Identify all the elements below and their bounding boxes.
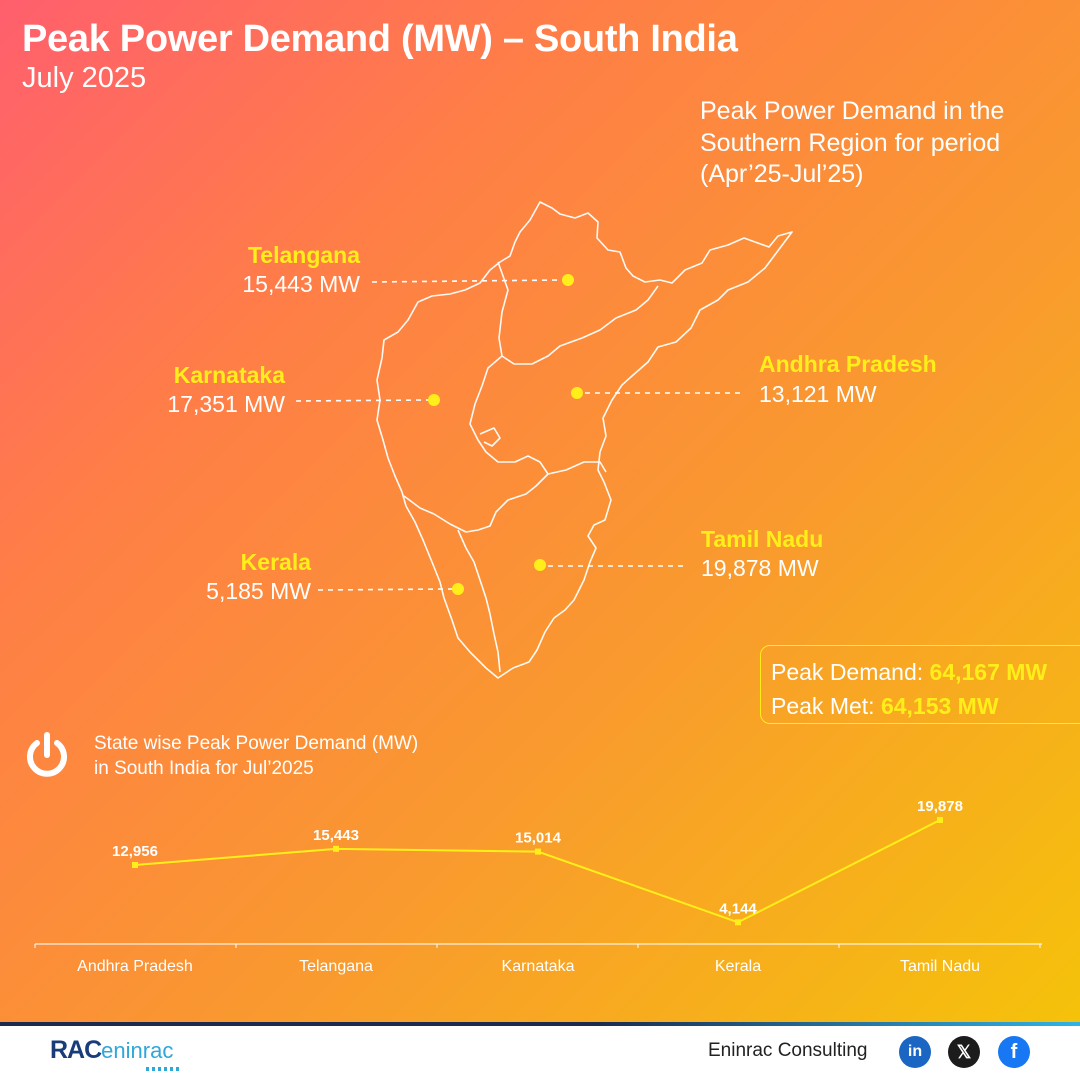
- chart-caption-line1: State wise Peak Power Demand (MW): [94, 733, 419, 754]
- marker-ap: [571, 387, 583, 399]
- marker-karnataka: [428, 394, 440, 406]
- category-label-4: Tamil Nadu: [900, 958, 980, 975]
- power-icon: [27, 732, 67, 777]
- map-border-telangana: [497, 261, 659, 365]
- leader-telangana: [371, 279, 563, 283]
- company-name: Eninrac Consulting: [708, 1040, 868, 1061]
- marker-kerala: [452, 583, 464, 595]
- leader-kerala: [317, 588, 453, 591]
- data-label-4: 19,878: [917, 798, 963, 815]
- label-telangana-name: Telangana: [247, 242, 360, 268]
- page-subtitle: July 2025: [22, 62, 147, 94]
- summary-met-label: Peak Met:: [771, 693, 875, 719]
- data-point-0: [132, 862, 138, 868]
- category-label-2: Karnataka: [502, 958, 575, 975]
- map-border-tn-ap: [547, 461, 607, 475]
- summary-box: Peak Demand: 64,167 MW Peak Met: 64,153 …: [760, 645, 1080, 724]
- summary-demand-label: Peak Demand:: [771, 659, 924, 685]
- chart-caption: State wise Peak Power Demand (MW) in Sou…: [94, 731, 418, 781]
- label-karnataka-name: Karnataka: [173, 362, 285, 388]
- page-title: Peak Power Demand (MW) – South India: [22, 18, 738, 60]
- data-label-2: 15,014: [515, 830, 562, 847]
- chart-caption-line2: in South India for Jul’2025: [94, 758, 314, 779]
- eninrac-logo: RACeninrac: [50, 1036, 174, 1064]
- category-label-1: Telangana: [299, 958, 373, 975]
- marker-tn: [534, 559, 546, 571]
- linkedin-icon[interactable]: in: [899, 1036, 931, 1068]
- leader-karnataka: [295, 399, 429, 402]
- label-tn-name: Tamil Nadu: [701, 526, 824, 552]
- map-border-karnataka-ap: [469, 355, 549, 531]
- region-note: Peak Power Demand in the Southern Region…: [700, 97, 1005, 188]
- category-label-3: Kerala: [715, 958, 761, 975]
- data-point-2: [535, 848, 541, 855]
- summary-demand-row: Peak Demand: 64,167 MW: [771, 655, 1080, 689]
- data-label-3: 4,144: [719, 900, 757, 917]
- data-point-4: [937, 817, 943, 823]
- label-tn-value: 19,878 MW: [701, 555, 819, 581]
- map-outline: [376, 201, 793, 679]
- map-border-kerala-tn: [457, 529, 501, 673]
- label-kerala-value: 5,185 MW: [206, 578, 311, 604]
- summary-met-row: Peak Met: 64,153 MW: [771, 689, 1080, 723]
- summary-met-value: 64,153 MW: [880, 693, 999, 719]
- map-border-wiggle: [479, 427, 501, 447]
- infographic-canvas: Peak Power Demand (MW) – South India Jul…: [0, 0, 1080, 1022]
- category-label-0: Andhra Pradesh: [77, 958, 193, 975]
- south-india-map: [295, 201, 793, 679]
- data-label-0: 12,956: [112, 843, 158, 860]
- label-telangana-value: 15,443 MW: [242, 271, 360, 297]
- marker-telangana: [562, 274, 574, 286]
- line-chart: 12,956 15,443 15,014 4,144 19,878 Andhra Pra…: [77, 798, 980, 975]
- data-label-1: 15,443: [313, 827, 359, 844]
- x-icon[interactable]: 𝕏: [948, 1036, 980, 1068]
- label-kerala-name: Kerala: [240, 549, 311, 575]
- summary-demand-value: 64,167 MW: [929, 659, 1048, 685]
- facebook-icon[interactable]: f: [998, 1036, 1030, 1068]
- label-karnataka-value: 17,351 MW: [167, 391, 285, 417]
- map-border-karnataka-south: [403, 495, 479, 533]
- data-point-3: [735, 919, 741, 926]
- label-ap-value: 13,121 MW: [759, 381, 877, 407]
- label-ap-name: Andhra Pradesh: [759, 351, 937, 377]
- footer-stripe: [0, 1022, 1080, 1026]
- data-point-1: [333, 845, 339, 852]
- logo-dots: [146, 1067, 182, 1071]
